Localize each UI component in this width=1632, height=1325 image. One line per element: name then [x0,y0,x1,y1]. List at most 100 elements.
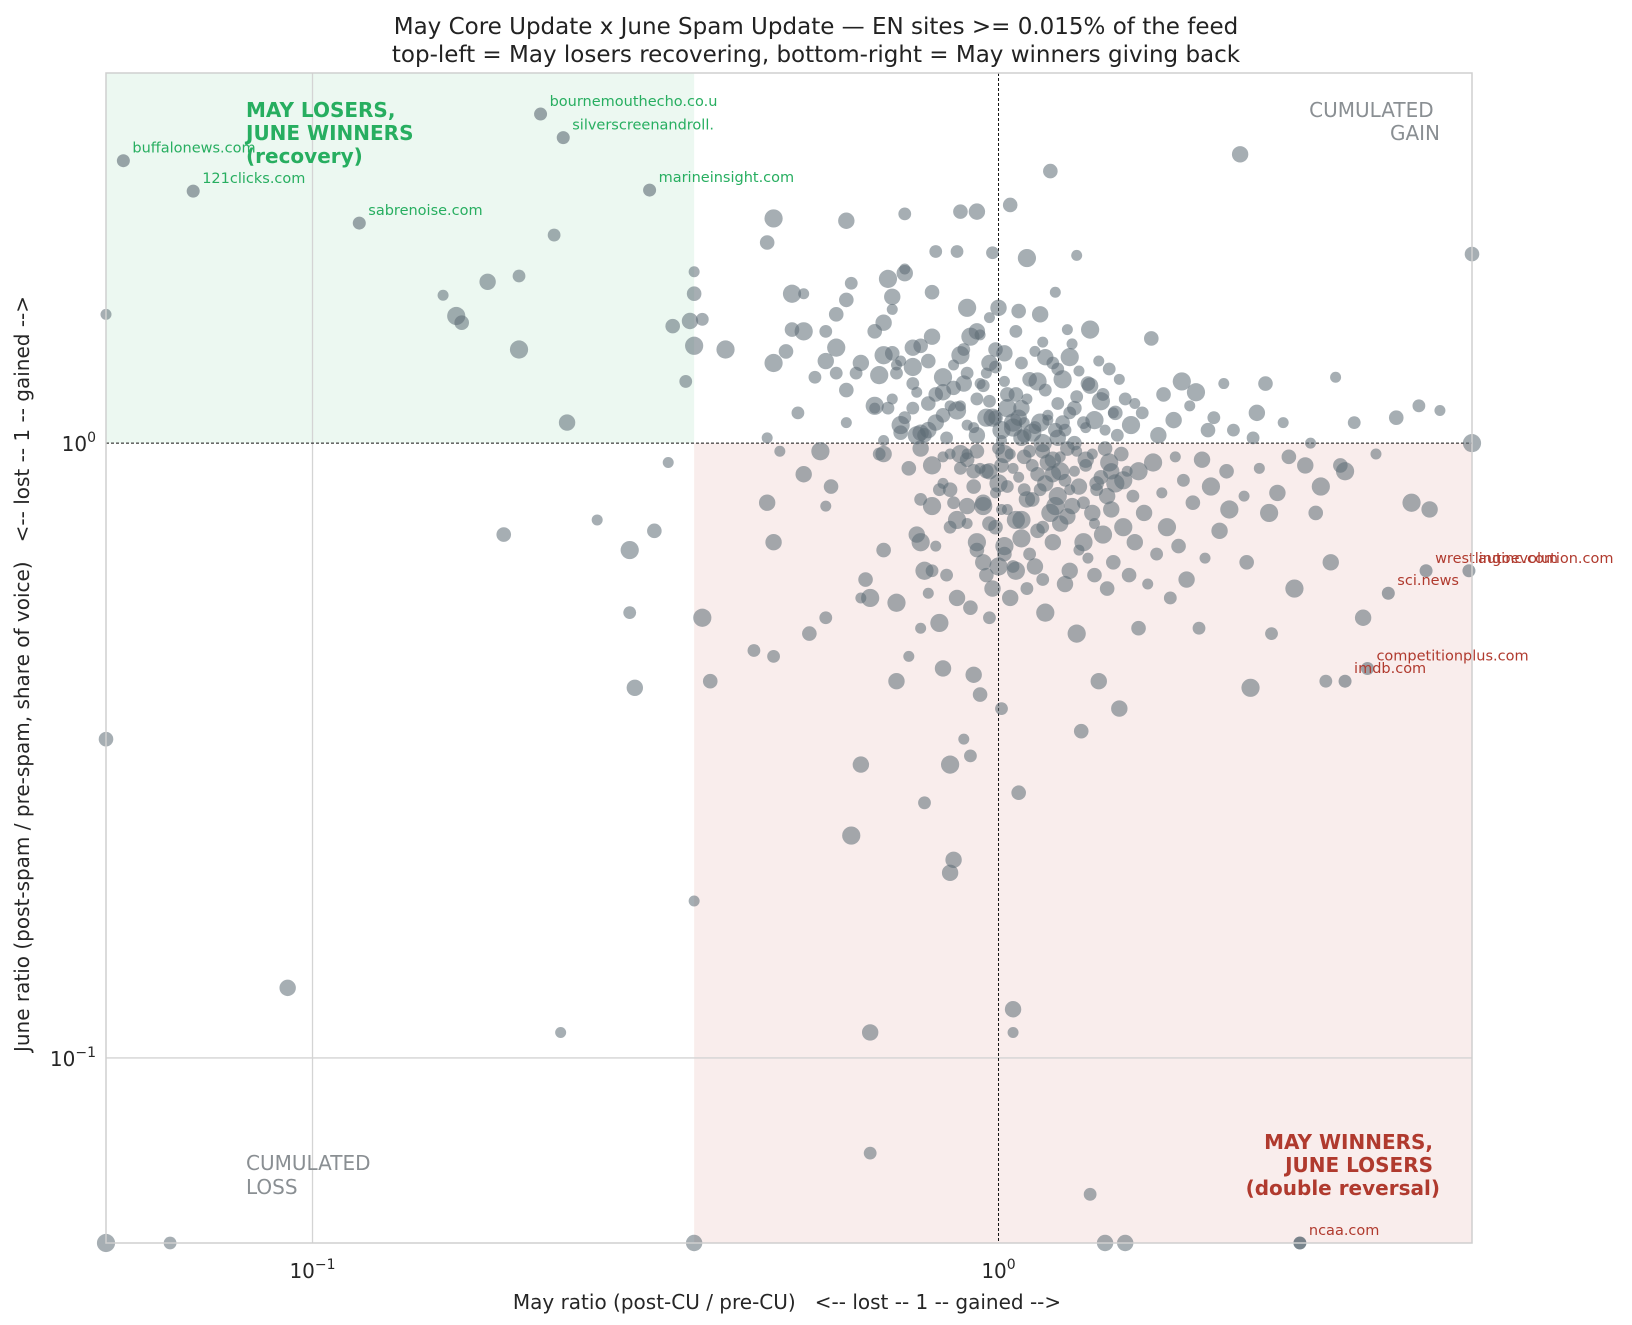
scatter-point [1106,554,1121,570]
scatter-point [878,269,898,288]
scatter-point [547,228,561,242]
scatter-point [1231,146,1249,163]
scatter-point [965,666,982,683]
scatter-point [1218,378,1230,390]
x-axis-label: May ratio (post-CU / pre-CU) <-- lost --… [513,1290,1061,1314]
scatter-point [890,366,903,380]
scatter-point [1013,399,1030,417]
x-tick-label: 100 [981,1257,1015,1283]
scatter-point [1073,544,1085,556]
scatter-point [1090,672,1107,690]
scatter-point [1402,493,1421,512]
scatter-point [953,204,968,219]
scatter-point [1169,451,1181,463]
x-axis-ticks: 10−1 100 [289,1257,1015,1283]
scatter-point [906,377,920,390]
scatter-point [829,366,843,380]
scatter-point [934,660,952,677]
scatter-point [1388,410,1404,425]
scatter-point [1084,504,1101,522]
scatter-point [966,479,981,494]
scatter-point [1001,503,1013,515]
point-label: imdb.com [1354,661,1426,677]
scatter-point [811,442,830,461]
scatter-point [798,288,810,300]
scatter-point [975,554,992,571]
point-label: bournemouthecho.co.u [550,94,718,110]
labeled-point [534,107,548,121]
scatter-point [940,568,953,582]
scatter-point [861,1024,879,1041]
shaded-region-double-reversal [694,443,1472,1243]
scatter-point [1200,422,1216,438]
scatter-point [1227,423,1240,437]
scatter-point [983,394,996,408]
scatter-point [1099,424,1111,436]
scatter-point [1193,451,1211,468]
scatter-point [1201,477,1221,496]
point-label: buffalonews.com [132,141,255,157]
scatter-point [778,344,794,359]
scatter-point [1110,428,1124,442]
scatter-point [1093,355,1105,367]
scatter-point [1023,444,1037,458]
data-points [96,146,1482,1253]
scatter-point [1142,578,1154,590]
scatter-point [1347,416,1361,429]
scatter-point [1071,445,1083,457]
labeled-points: buffalonews.com 121clicks.com sabrenoise.c… [116,94,1614,1250]
scatter-point [1031,306,1049,323]
scatter-point [1003,413,1023,432]
scatter-point [972,687,988,702]
scatter-point [679,375,693,388]
scatter-point [1066,338,1078,350]
scatter-point [969,542,985,558]
scatter-point [839,292,854,308]
scatter-point [1033,434,1052,453]
scatter-point [963,600,978,615]
scatter-point [904,339,922,356]
scatter-point [1184,400,1196,412]
scatter-point [1135,504,1153,522]
scatter-point [764,209,783,228]
scatter-point [1370,448,1382,460]
scatter-point [688,895,700,907]
point-label: 121clicks.com [202,171,305,187]
scatter-point [1165,411,1182,429]
scatter-point [1118,392,1132,406]
quadrant-label-top-left-line: MAY LOSERS, [246,98,395,122]
scatter-point [989,360,1002,374]
scatter-point [716,340,735,359]
quadrant-label-bottom-right: MAY WINNERS, JUNE LOSERS (double reversa… [1246,1130,1440,1200]
scatter-point [1171,538,1186,554]
scatter-point [1007,462,1019,474]
scatter-point [1023,547,1037,561]
scatter-point [782,284,802,303]
scatter-point [886,303,898,315]
scatter-point [828,307,844,322]
scatter-point [1108,405,1123,421]
scatter-point [1000,387,1015,402]
point-label: silverscreenandroll. [572,118,714,134]
scatter-point [1260,503,1279,523]
scatter-point [1086,448,1098,460]
scatter-point [861,588,880,608]
scatter-point [1061,324,1073,336]
scatter-point [1004,1001,1022,1018]
scatter-point [998,375,1010,387]
scatter-point [1037,348,1054,366]
scatter-point [1058,423,1072,437]
scatter-point [1051,362,1065,376]
scatter-point [1102,362,1116,376]
scatter-point [591,514,603,526]
scatter-point [1248,404,1266,422]
scatter-point [1129,398,1141,410]
scatter-point [1277,417,1289,429]
scatter-point [940,755,960,774]
scatter-point [1049,286,1061,298]
y-axis-ticks: 10−1 100 [50,430,96,1071]
scatter-point [947,496,960,510]
scatter-point [620,540,639,560]
labeled-point [1419,564,1433,578]
scatter-point [903,650,915,662]
